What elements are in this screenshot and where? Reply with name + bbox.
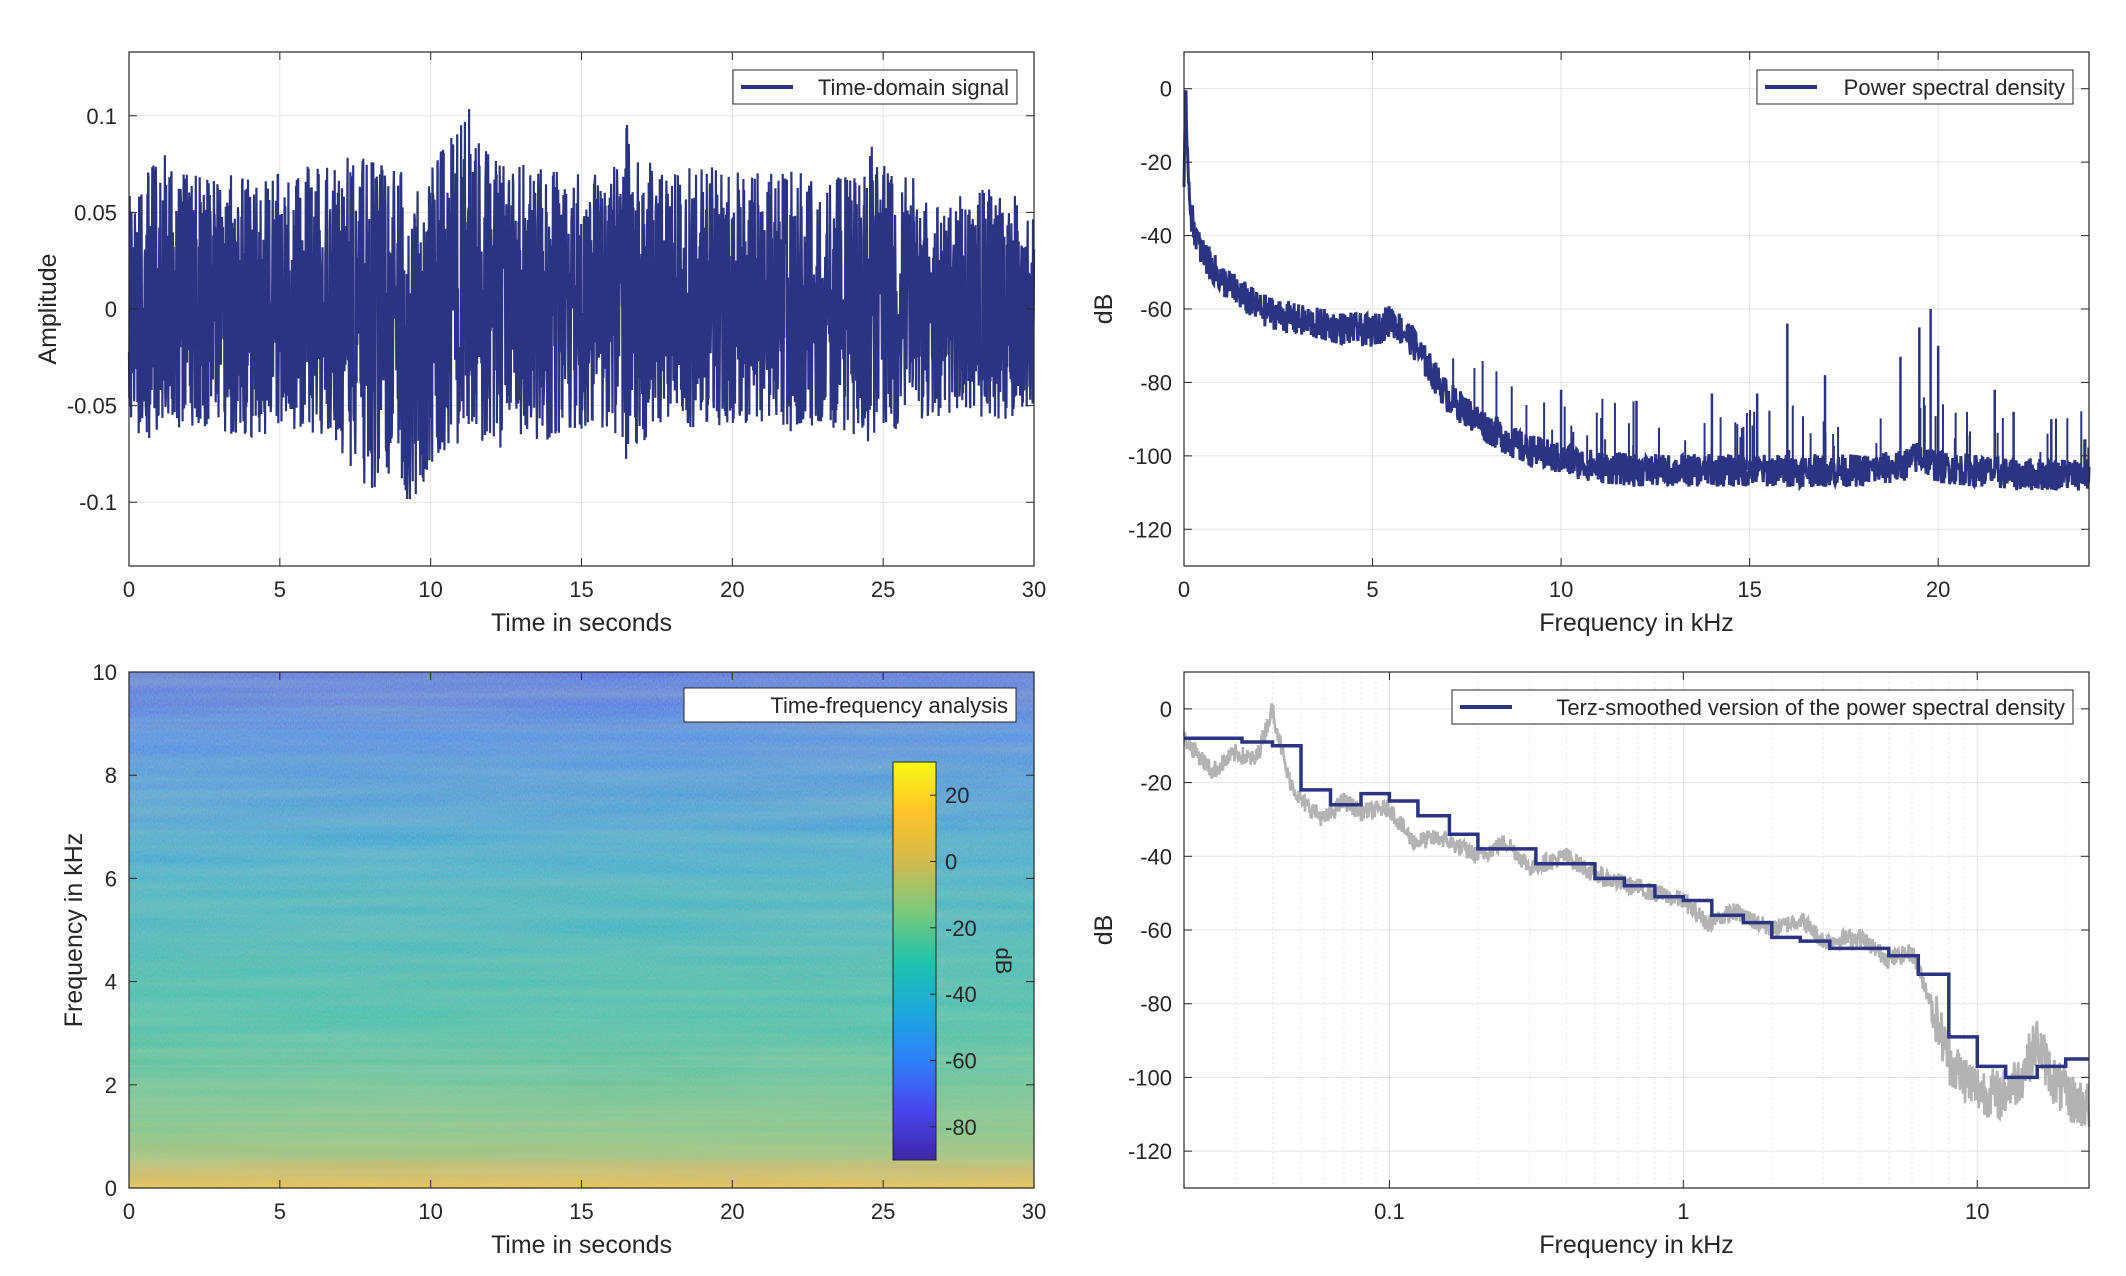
x-tick-label: 15	[569, 577, 593, 602]
x-tick-label: 10	[418, 577, 442, 602]
colorbar: 20 0 -20 -40 -60 -80 dB	[892, 761, 1016, 1161]
y-tick-label: 0	[1160, 77, 1172, 102]
y-tick-label: -40	[1140, 844, 1172, 869]
y-tick-label: 0.05	[74, 200, 117, 225]
legend: Terz-smoothed version of the power spect…	[1451, 689, 2074, 725]
x-tick-label: 15	[1737, 577, 1761, 602]
x-tick-label: 10	[1965, 1199, 1989, 1224]
x-tick-label: 0	[123, 577, 135, 602]
y-tick-label: 0	[105, 297, 117, 322]
x-tick-label: 1	[1677, 1199, 1689, 1224]
x-tick-label: 10	[1549, 577, 1573, 602]
y-tick-label: 8	[105, 763, 117, 788]
x-tick-label: 30	[1022, 577, 1046, 602]
x-tick-label: 0.1	[1374, 1199, 1405, 1224]
x-axis-label: Time in seconds	[491, 609, 672, 637]
y-tick-label: -0.05	[67, 394, 117, 419]
legend-label: Power spectral density	[1844, 75, 2065, 100]
y-axis-label: Frequency in kHz	[60, 833, 88, 1028]
colorbar-tick-label: -80	[945, 1115, 977, 1140]
x-tick-label: 5	[274, 577, 286, 602]
legend: Time-domain signal	[732, 69, 1018, 105]
y-axis-label: dB	[1090, 915, 1118, 946]
legend-box	[1451, 689, 2074, 725]
colorbar-tick-label: -60	[945, 1049, 977, 1074]
panel-terz-psd: 0.1 1 10 0 -20 -40 -60 -80 -100 -120 Frequency in …	[1090, 671, 2091, 1259]
colorbar-tick-label: -40	[945, 982, 977, 1007]
y-tick-label: -120	[1128, 517, 1172, 542]
legend: Power spectral density	[1756, 69, 2074, 105]
terz-smoothed-line	[1184, 736, 2089, 1080]
legend-label: Time-frequency analysis	[770, 693, 1008, 718]
x-axis-label: Frequency in kHz	[1539, 609, 1734, 637]
grid-lines	[1184, 672, 2089, 1188]
legend-label: Time-domain signal	[818, 75, 1009, 100]
y-tick-label: -100	[1128, 1065, 1172, 1090]
x-tick-label: 30	[1022, 1199, 1046, 1224]
colorbar-tick-label: 20	[945, 783, 969, 808]
x-tick-label: 20	[720, 577, 744, 602]
y-axis-label: Amplitude	[34, 253, 62, 364]
y-tick-label: -0.1	[79, 490, 117, 515]
psd-line	[1182, 90, 2091, 492]
x-axis-label: Frequency in kHz	[1539, 1231, 1734, 1259]
y-tick-label: -80	[1140, 370, 1172, 395]
y-tick-label: 4	[105, 970, 117, 995]
colorbar-label: dB	[991, 948, 1016, 975]
panel-psd: 0 5 10 15 20 0 -20 -40 -60 -80 -100 -120 Frequency i…	[1090, 51, 2091, 637]
y-tick-label: -120	[1128, 1139, 1172, 1164]
y-tick-label: -60	[1140, 297, 1172, 322]
x-tick-label: 15	[569, 1199, 593, 1224]
panel-spectrogram: 20 0 -20 -40 -60 -80 dB 0 5 10 15 20 25 30 0 2 4 6 8 10 Time…	[60, 660, 1046, 1259]
y-tick-label: 2	[105, 1073, 117, 1098]
x-tick-label: 25	[871, 1199, 895, 1224]
x-tick-label: 10	[418, 1199, 442, 1224]
colorbar-gradient	[892, 761, 937, 1161]
y-tick-label: 0	[105, 1176, 117, 1201]
x-tick-label: 0	[1178, 577, 1190, 602]
y-tick-label: -80	[1140, 992, 1172, 1017]
y-tick-label: -20	[1140, 150, 1172, 175]
y-tick-label: 0	[1160, 697, 1172, 722]
y-tick-label: 6	[105, 866, 117, 891]
x-tick-label: 0	[123, 1199, 135, 1224]
y-tick-label: -100	[1128, 444, 1172, 469]
x-axis-label: Time in seconds	[491, 1231, 672, 1259]
x-tick-label: 20	[720, 1199, 744, 1224]
x-tick-label: 25	[871, 577, 895, 602]
colorbar-tick-label: -20	[945, 916, 977, 941]
spectrogram-speckle	[129, 672, 1034, 1188]
x-tick-label: 5	[1366, 577, 1378, 602]
y-tick-label: 10	[93, 660, 117, 685]
legend-box	[683, 687, 1017, 723]
legend-label: Terz-smoothed version of the power spect…	[1556, 695, 2065, 720]
y-tick-label: 0.1	[86, 104, 117, 129]
legend: Time-frequency analysis	[683, 687, 1017, 723]
y-axis-label: dB	[1090, 294, 1118, 325]
y-tick-label: -20	[1140, 771, 1172, 796]
signal-line	[127, 109, 1036, 500]
y-tick-label: -60	[1140, 918, 1172, 943]
x-tick-label: 20	[1926, 577, 1950, 602]
raw-psd-line	[1182, 703, 2091, 1127]
spectrogram-image	[129, 672, 1034, 1189]
panel-time-signal: 0 5 10 15 20 25 30 -0.1 -0.05 0 0.05 0.1 Time in sec…	[34, 51, 1046, 637]
y-tick-label: -40	[1140, 224, 1172, 249]
x-tick-label: 5	[274, 1199, 286, 1224]
colorbar-tick-label: 0	[945, 850, 957, 875]
